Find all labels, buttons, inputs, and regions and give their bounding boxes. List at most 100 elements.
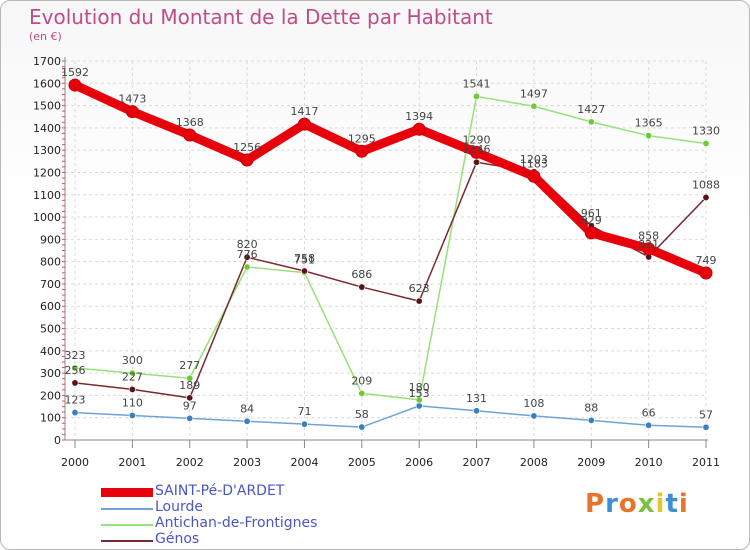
data-point xyxy=(473,158,481,166)
data-label: 1473 xyxy=(118,93,146,106)
data-point xyxy=(473,407,481,415)
data-point xyxy=(358,283,366,291)
data-label: 189 xyxy=(179,379,200,392)
data-point xyxy=(71,379,79,387)
data-point xyxy=(125,105,139,119)
legend-label: Antichan-de-Frontignes xyxy=(155,515,318,531)
y-tick-label: 700 xyxy=(40,278,61,291)
data-label: 1497 xyxy=(520,87,548,100)
data-label: 686 xyxy=(351,268,372,281)
data-label: 180 xyxy=(409,381,430,394)
data-label: 57 xyxy=(699,408,713,421)
logo-letter: i xyxy=(655,489,666,519)
data-point xyxy=(584,226,598,240)
logo-letter: i xyxy=(678,489,689,519)
logo-letter: r xyxy=(605,489,619,519)
data-point xyxy=(183,128,197,142)
data-label: 227 xyxy=(122,370,143,383)
x-tick-label: 2010 xyxy=(635,456,663,469)
y-tick-label: 1300 xyxy=(33,144,61,157)
data-point xyxy=(355,144,369,158)
logo-letter: x xyxy=(637,489,656,519)
data-label: 1541 xyxy=(463,77,491,90)
data-point xyxy=(645,421,653,429)
data-label: 858 xyxy=(638,230,659,243)
data-label: 97 xyxy=(183,399,197,412)
data-label: 1427 xyxy=(577,103,605,116)
data-label: 131 xyxy=(466,392,487,405)
data-label: 1256 xyxy=(233,141,261,154)
legend-swatch xyxy=(101,524,153,526)
data-point xyxy=(702,193,710,201)
data-point xyxy=(587,416,595,424)
data-point xyxy=(71,364,79,372)
data-point xyxy=(587,118,595,126)
data-point xyxy=(702,139,710,147)
y-tick-label: 200 xyxy=(40,389,61,402)
data-label: 1203 xyxy=(520,153,548,166)
data-label: 58 xyxy=(355,408,369,421)
y-tick-label: 1000 xyxy=(33,211,61,224)
logo-letter: P xyxy=(585,489,606,519)
x-tick-label: 2009 xyxy=(577,456,605,469)
data-label: 1183 xyxy=(520,157,548,170)
data-point xyxy=(470,145,484,159)
data-label: 1330 xyxy=(692,124,720,137)
x-tick-label: 2011 xyxy=(692,456,720,469)
data-point xyxy=(645,132,653,140)
y-tick-label: 900 xyxy=(40,233,61,246)
logo-letter: t xyxy=(665,489,679,519)
y-tick-label: 1500 xyxy=(33,100,61,113)
x-tick-label: 2005 xyxy=(348,456,376,469)
chart-title: Evolution du Montant de la Dette par Hab… xyxy=(29,5,493,29)
data-point xyxy=(300,420,308,428)
y-tick-label: 1200 xyxy=(33,166,61,179)
legend-label: SAINT-Pé-D'ARDET xyxy=(155,483,285,499)
data-label: 1088 xyxy=(692,178,720,191)
data-label: 820 xyxy=(237,238,258,251)
y-tick-label: 500 xyxy=(40,323,61,336)
y-tick-label: 600 xyxy=(40,300,61,313)
data-label: 749 xyxy=(696,254,717,267)
data-label: 929 xyxy=(581,214,602,227)
y-tick-label: 1600 xyxy=(33,77,61,90)
data-point xyxy=(530,412,538,420)
data-label: 123 xyxy=(65,394,86,407)
data-point xyxy=(128,369,136,377)
data-label: 88 xyxy=(584,401,598,414)
x-tick-label: 2004 xyxy=(290,456,318,469)
data-point xyxy=(527,169,541,183)
data-label: 1290 xyxy=(463,133,491,146)
data-point xyxy=(186,374,194,382)
data-label: 1365 xyxy=(635,117,663,130)
series-line xyxy=(70,80,711,278)
legend-swatch xyxy=(101,488,153,497)
data-point xyxy=(243,417,251,425)
x-tick-label: 2002 xyxy=(176,456,204,469)
data-label: 1592 xyxy=(61,66,89,79)
chart-unit: (en €) xyxy=(29,30,62,43)
data-label: 1295 xyxy=(348,132,376,145)
data-label: 256 xyxy=(65,364,86,377)
data-label: 71 xyxy=(297,405,311,418)
data-label: 1368 xyxy=(176,116,204,129)
x-tick-label: 2001 xyxy=(118,456,146,469)
data-point xyxy=(186,394,194,402)
x-tick-label: 2000 xyxy=(61,456,89,469)
data-point xyxy=(186,414,194,422)
logo-letter: o xyxy=(618,489,638,519)
legend-swatch xyxy=(101,540,153,542)
x-tick-label: 2007 xyxy=(463,456,491,469)
data-point xyxy=(240,153,254,167)
data-point xyxy=(412,122,426,136)
y-tick-label: 100 xyxy=(40,412,61,425)
data-point xyxy=(71,409,79,417)
x-tick-label: 2008 xyxy=(520,456,548,469)
y-tick-label: 400 xyxy=(40,345,61,358)
data-label: 961 xyxy=(581,207,602,220)
data-label: 623 xyxy=(409,282,430,295)
data-point xyxy=(415,402,423,410)
data-point xyxy=(358,389,366,397)
data-label: 1417 xyxy=(290,105,318,118)
